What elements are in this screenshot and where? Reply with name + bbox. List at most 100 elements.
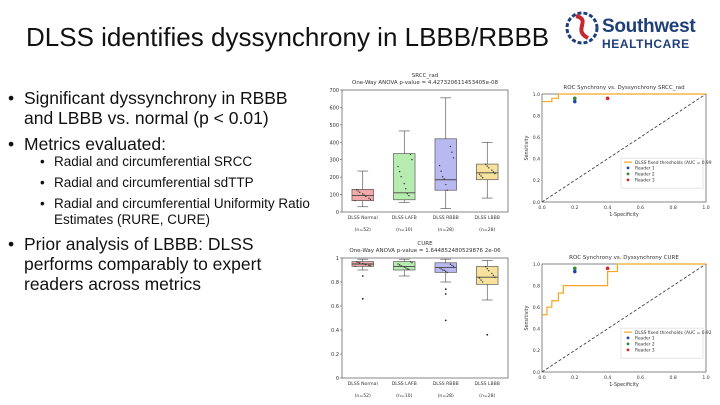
box-point xyxy=(409,261,412,263)
y-tick-label: 100 xyxy=(329,193,339,199)
x-tick-label: 0.0 xyxy=(538,205,545,211)
legend-reader-swatch xyxy=(626,336,630,340)
legend-reader-label: Reader 2 xyxy=(635,172,655,178)
boxplot-srcc-panel: SRCC_rad One-Way ANOVA p-value = 4.427320… xyxy=(316,70,516,238)
box-flier xyxy=(444,319,447,322)
roc-srcc-panel: ROC Synchrony vs. Dyssynchrony SRCC_rad 0… xyxy=(520,80,712,220)
box-flier xyxy=(486,333,489,336)
y-tick-label: 200 xyxy=(329,175,339,181)
x-category-label: DLSS LAFB xyxy=(392,381,417,387)
y-tick-label: 0 xyxy=(336,376,339,382)
legend-reader-label: Reader 3 xyxy=(635,178,655,184)
legend-reader-swatch xyxy=(626,348,630,352)
box-point xyxy=(369,265,372,267)
x-tick-label: 0.4 xyxy=(604,375,611,381)
y-tick-label: 0 xyxy=(336,210,339,216)
box-2 xyxy=(393,261,416,271)
southwest-healthcare-logo: Southwest HEALTHCARE xyxy=(560,6,716,56)
x-tick-label: 0.8 xyxy=(670,375,677,381)
box-point xyxy=(362,262,364,265)
box-point xyxy=(446,271,448,274)
x-axis-label: 1-Specificity xyxy=(609,382,639,388)
legend-reader-swatch xyxy=(626,342,630,346)
box-point xyxy=(485,266,487,268)
box-point xyxy=(441,176,444,178)
box-point xyxy=(358,191,361,193)
box-point xyxy=(480,175,482,177)
box-point xyxy=(397,263,399,265)
chance-diagonal xyxy=(541,263,707,373)
box-point xyxy=(411,261,413,264)
box-point xyxy=(481,281,484,283)
legend-box xyxy=(620,157,704,189)
box-point xyxy=(440,170,442,172)
box-flier xyxy=(361,297,364,300)
legend-reader-swatch xyxy=(626,172,630,176)
box-point xyxy=(478,277,481,279)
box-flier xyxy=(444,293,447,295)
y-tick-label: 0.0 xyxy=(533,200,540,206)
bullet-metrics-label: Metrics evaluated: xyxy=(24,134,167,154)
y-tick-label: 0.2 xyxy=(331,352,339,358)
box-point xyxy=(363,263,365,265)
logo-emblem-icon xyxy=(565,11,599,45)
x-category-n: (n=28) xyxy=(479,227,495,233)
legend-curve-label: DLSS fixed thresholds (AUC = 0.92) xyxy=(635,330,712,336)
x-category-label: DLSS RBBB xyxy=(433,381,459,387)
logo-subtitle: HEALTHCARE xyxy=(602,37,690,51)
box-point xyxy=(369,198,372,201)
box-point xyxy=(358,262,361,264)
y-tick-label: 400 xyxy=(329,140,339,146)
box-point xyxy=(445,183,447,186)
legend-reader-swatch xyxy=(626,178,630,182)
box-point xyxy=(438,164,441,167)
chart-subtitle: One-Way ANOVA p-value = 1.64485248052987… xyxy=(349,248,501,254)
chart-title: ROC Synchrony vs. Dyssynchrony CURE xyxy=(569,255,679,261)
chart-title: ROC Synchrony vs. Dyssynchrony SRCC_rad xyxy=(563,85,684,91)
x-category-n: (n=28) xyxy=(438,227,454,233)
box-point xyxy=(449,263,452,265)
roc-cure-chart: ROC Synchrony vs. Dyssynchrony CURE 0.0 0.… xyxy=(524,255,712,388)
box-point xyxy=(398,264,401,266)
boxplot-cure-panel: CURE One-Way ANOVA p-value = 1.6448524805… xyxy=(316,238,516,404)
x-tick-label: 0.2 xyxy=(571,205,578,211)
box-point xyxy=(409,153,412,156)
x-tick-label: 0.2 xyxy=(571,375,578,381)
reader-point-3 xyxy=(605,266,610,271)
box-point xyxy=(492,171,495,173)
box-point xyxy=(494,172,496,175)
box-point xyxy=(451,264,453,266)
box-point xyxy=(405,267,407,269)
box-point xyxy=(488,167,490,169)
box-flier xyxy=(361,275,364,277)
x-category-label: DLSS Normal xyxy=(348,381,378,387)
box-point xyxy=(406,268,409,270)
box-point xyxy=(411,158,413,161)
box-point xyxy=(406,193,409,195)
box-point xyxy=(494,276,496,279)
x-tick-label: 0.0 xyxy=(538,375,545,381)
y-tick-label: 0.8 xyxy=(533,113,540,119)
y-tick-label: 300 xyxy=(329,158,339,164)
legend-reader-swatch xyxy=(626,166,630,170)
x-category-n: (n=10) xyxy=(396,393,412,399)
x-category-label: DLSS RBBB xyxy=(433,215,459,221)
box-point xyxy=(438,267,441,269)
x-category-n: (n=28) xyxy=(438,393,454,399)
y-tick-label: 600 xyxy=(329,105,339,111)
legend-box xyxy=(620,327,704,359)
box-4 xyxy=(476,163,499,181)
box-point xyxy=(365,263,367,266)
x-tick-label: 1.0 xyxy=(702,375,709,381)
box-point xyxy=(368,197,370,199)
box-point xyxy=(492,274,495,277)
box-point xyxy=(443,178,445,180)
bullet-significance: Significant dyssynchrony in RBBB and LBB… xyxy=(6,88,316,128)
x-category-label: DLSS Normal xyxy=(348,215,378,221)
box-2 xyxy=(393,153,416,201)
box-point xyxy=(443,269,445,271)
y-tick-label: 0.2 xyxy=(533,348,540,354)
chart-title: SRCC_rad xyxy=(412,73,439,79)
box-point xyxy=(446,189,448,191)
